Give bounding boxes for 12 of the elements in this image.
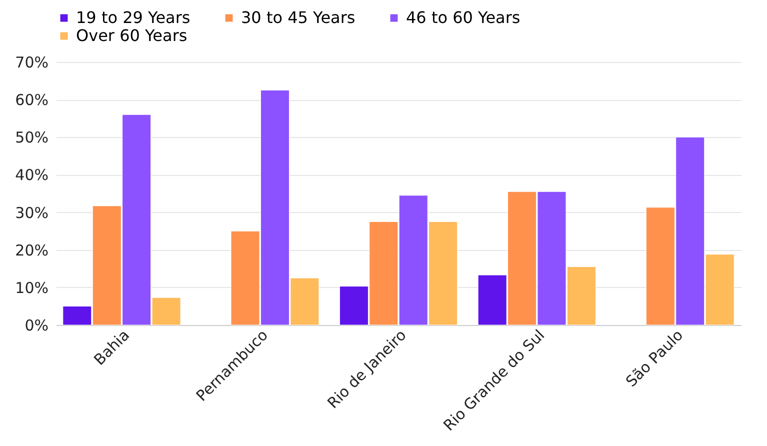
y-tick-label: 60% <box>15 91 48 110</box>
legend-label: Over 60 Years <box>76 26 188 45</box>
y-tick-label: 40% <box>15 166 48 184</box>
y-tick-label: 10% <box>15 278 48 297</box>
y-tick-label: 70% <box>15 54 48 72</box>
y-tick-label: 20% <box>15 241 48 260</box>
legend-label: 46 to 60 Years <box>406 8 520 27</box>
y-tick-label: 50% <box>15 128 48 147</box>
legend-label: 19 to 29 Years <box>76 8 190 27</box>
legend-label: 30 to 45 Years <box>241 8 356 27</box>
y-tick-label: 30% <box>15 204 48 222</box>
y-tick-label: 0% <box>24 316 48 334</box>
